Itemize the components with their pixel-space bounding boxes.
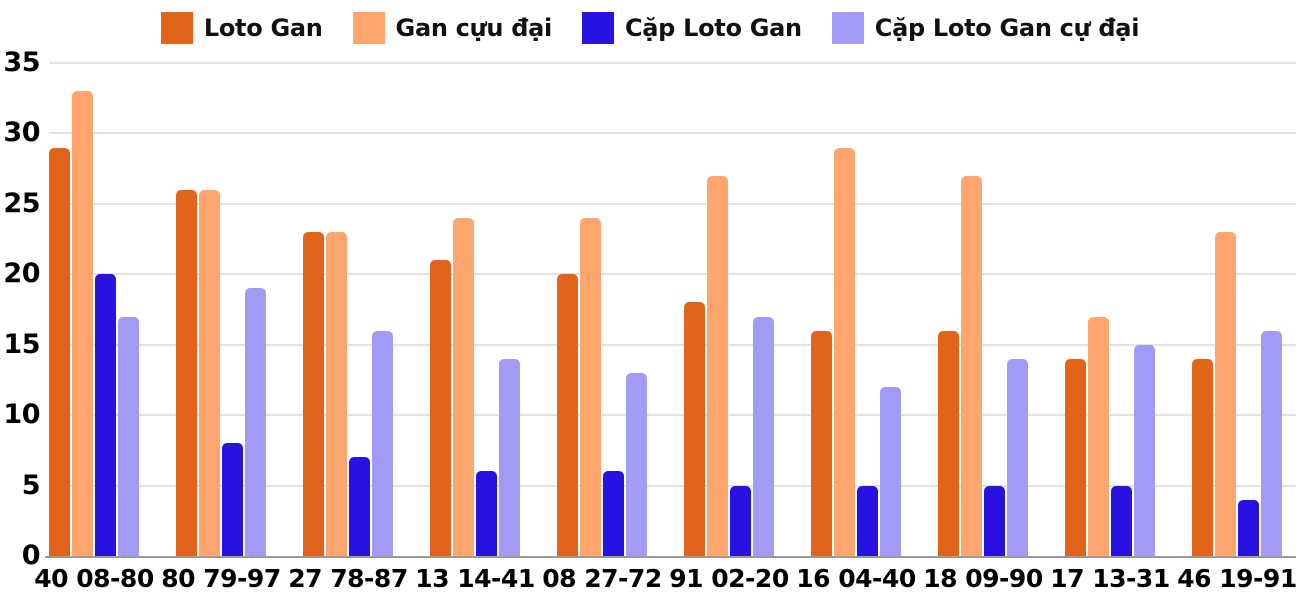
bar-gan-cuu-ai-16-04-40 (834, 147, 855, 556)
legend-item-gan-cuu-ai: Gan cựu đại (352, 12, 553, 44)
bar-gan-cuu-ai-91-02-20 (707, 175, 728, 556)
bar-gan-cuu-ai-40-08-80 (72, 91, 93, 556)
bar-gan-cuu-ai-46-19-91 (1215, 232, 1236, 556)
bar-cap-loto-gan-cu-ai-13-14-41 (499, 358, 520, 556)
x-axis-label-16-04-40: 16 04-40 (796, 564, 916, 593)
bar-loto-gan-13-14-41 (430, 260, 451, 556)
bar-cap-loto-gan-91-02-20 (730, 485, 751, 556)
gridline-y25 (49, 202, 1296, 205)
bar-cap-loto-gan-cu-ai-40-08-80 (118, 316, 139, 556)
gridline-y10 (49, 414, 1296, 417)
x-axis-line (45, 556, 1296, 558)
bar-loto-gan-08-27-72 (557, 274, 578, 556)
bar-loto-gan-91-02-20 (684, 302, 705, 556)
y-axis-tick-35: 35 (3, 47, 40, 78)
legend-label-gan-cuu-ai: Gan cựu đại (395, 14, 553, 42)
gridline-y5 (49, 484, 1296, 487)
bar-cap-loto-gan-cu-ai-27-78-87 (372, 330, 393, 556)
bar-loto-gan-46-19-91 (1192, 358, 1213, 556)
y-axis-tick-10: 10 (3, 399, 40, 431)
x-axis-label-27-78-87: 27 78-87 (288, 564, 408, 593)
bar-loto-gan-18-09-90 (938, 330, 959, 556)
legend-item-loto-gan: Loto Gan (160, 12, 323, 44)
legend-swatch-cap-loto-gan-cu-ai (831, 12, 864, 44)
x-axis-label-80-79-97: 80 79-97 (161, 564, 281, 593)
bar-cap-loto-gan-40-08-80 (95, 274, 116, 556)
bar-cap-loto-gan-80-79-97 (222, 443, 243, 556)
legend-swatch-cap-loto-gan (581, 12, 614, 44)
bar-gan-cuu-ai-17-13-31 (1088, 316, 1109, 556)
x-axis-label-46-19-91: 46 19-91 (1177, 564, 1297, 593)
y-axis-tick-25: 25 (3, 187, 40, 219)
bar-cap-loto-gan-cu-ai-16-04-40 (880, 386, 901, 556)
bar-cap-loto-gan-17-13-31 (1111, 485, 1132, 556)
legend-label-cap-loto-gan-cu-ai: Cặp Loto Gan cự đại (874, 14, 1140, 42)
chart-legend: Loto Gan Gan cựu đại Cặp Loto Gan Cặp Loto … (0, 8, 1300, 48)
y-axis-tick-15: 15 (3, 328, 40, 360)
bar-cap-loto-gan-cu-ai-80-79-97 (245, 288, 266, 556)
bar-cap-loto-gan-cu-ai-08-27-72 (626, 372, 647, 556)
bar-cap-loto-gan-cu-ai-46-19-91 (1261, 330, 1282, 556)
bar-cap-loto-gan-27-78-87 (349, 457, 370, 556)
gridline-y20 (49, 273, 1296, 276)
x-axis-label-18-09-90: 18 09-90 (923, 564, 1043, 593)
x-axis-label-08-27-72: 08 27-72 (542, 564, 662, 593)
y-axis-tick-5: 5 (21, 469, 41, 501)
gridline-y30 (49, 132, 1296, 135)
bar-cap-loto-gan-16-04-40 (857, 485, 878, 556)
bar-gan-cuu-ai-18-09-90 (961, 175, 982, 556)
legend-swatch-loto-gan (160, 12, 193, 44)
bar-cap-loto-gan-08-27-72 (603, 471, 624, 556)
x-axis-label-40-08-80: 40 08-80 (34, 564, 154, 593)
x-axis-label-91-02-20: 91 02-20 (669, 564, 789, 593)
x-axis-label-17-13-31: 17 13-31 (1050, 564, 1170, 593)
bar-loto-gan-17-13-31 (1065, 358, 1086, 556)
bar-cap-loto-gan-18-09-90 (984, 485, 1005, 556)
bar-gan-cuu-ai-08-27-72 (580, 217, 601, 556)
bar-loto-gan-27-78-87 (303, 232, 324, 556)
y-axis-tick-30: 30 (3, 117, 40, 149)
bar-loto-gan-40-08-80 (49, 147, 70, 556)
bar-cap-loto-gan-cu-ai-18-09-90 (1007, 358, 1028, 556)
legend-label-loto-gan: Loto Gan (203, 14, 323, 42)
bar-cap-loto-gan-46-19-91 (1238, 499, 1259, 556)
y-axis-tick-20: 20 (3, 258, 40, 290)
bar-loto-gan-16-04-40 (811, 330, 832, 556)
bar-gan-cuu-ai-27-78-87 (326, 232, 347, 556)
legend-item-cap-loto-gan-cu-ai: Cặp Loto Gan cự đại (831, 12, 1140, 44)
bar-cap-loto-gan-cu-ai-17-13-31 (1134, 344, 1155, 556)
bar-cap-loto-gan-13-14-41 (476, 471, 497, 556)
bar-loto-gan-80-79-97 (176, 189, 197, 556)
bar-cap-loto-gan-cu-ai-91-02-20 (753, 316, 774, 556)
bar-gan-cuu-ai-80-79-97 (199, 189, 220, 556)
gridline-y35 (49, 62, 1296, 64)
legend-swatch-gan-cuu-ai (352, 12, 385, 44)
legend-item-cap-loto-gan: Cặp Loto Gan (581, 12, 802, 44)
y-axis-tick-0: 0 (21, 540, 41, 571)
x-axis-label-13-14-41: 13 14-41 (415, 564, 535, 593)
legend-label-cap-loto-gan: Cặp Loto Gan (624, 14, 802, 42)
gridline-y15 (49, 343, 1296, 346)
bar-gan-cuu-ai-13-14-41 (453, 217, 474, 556)
